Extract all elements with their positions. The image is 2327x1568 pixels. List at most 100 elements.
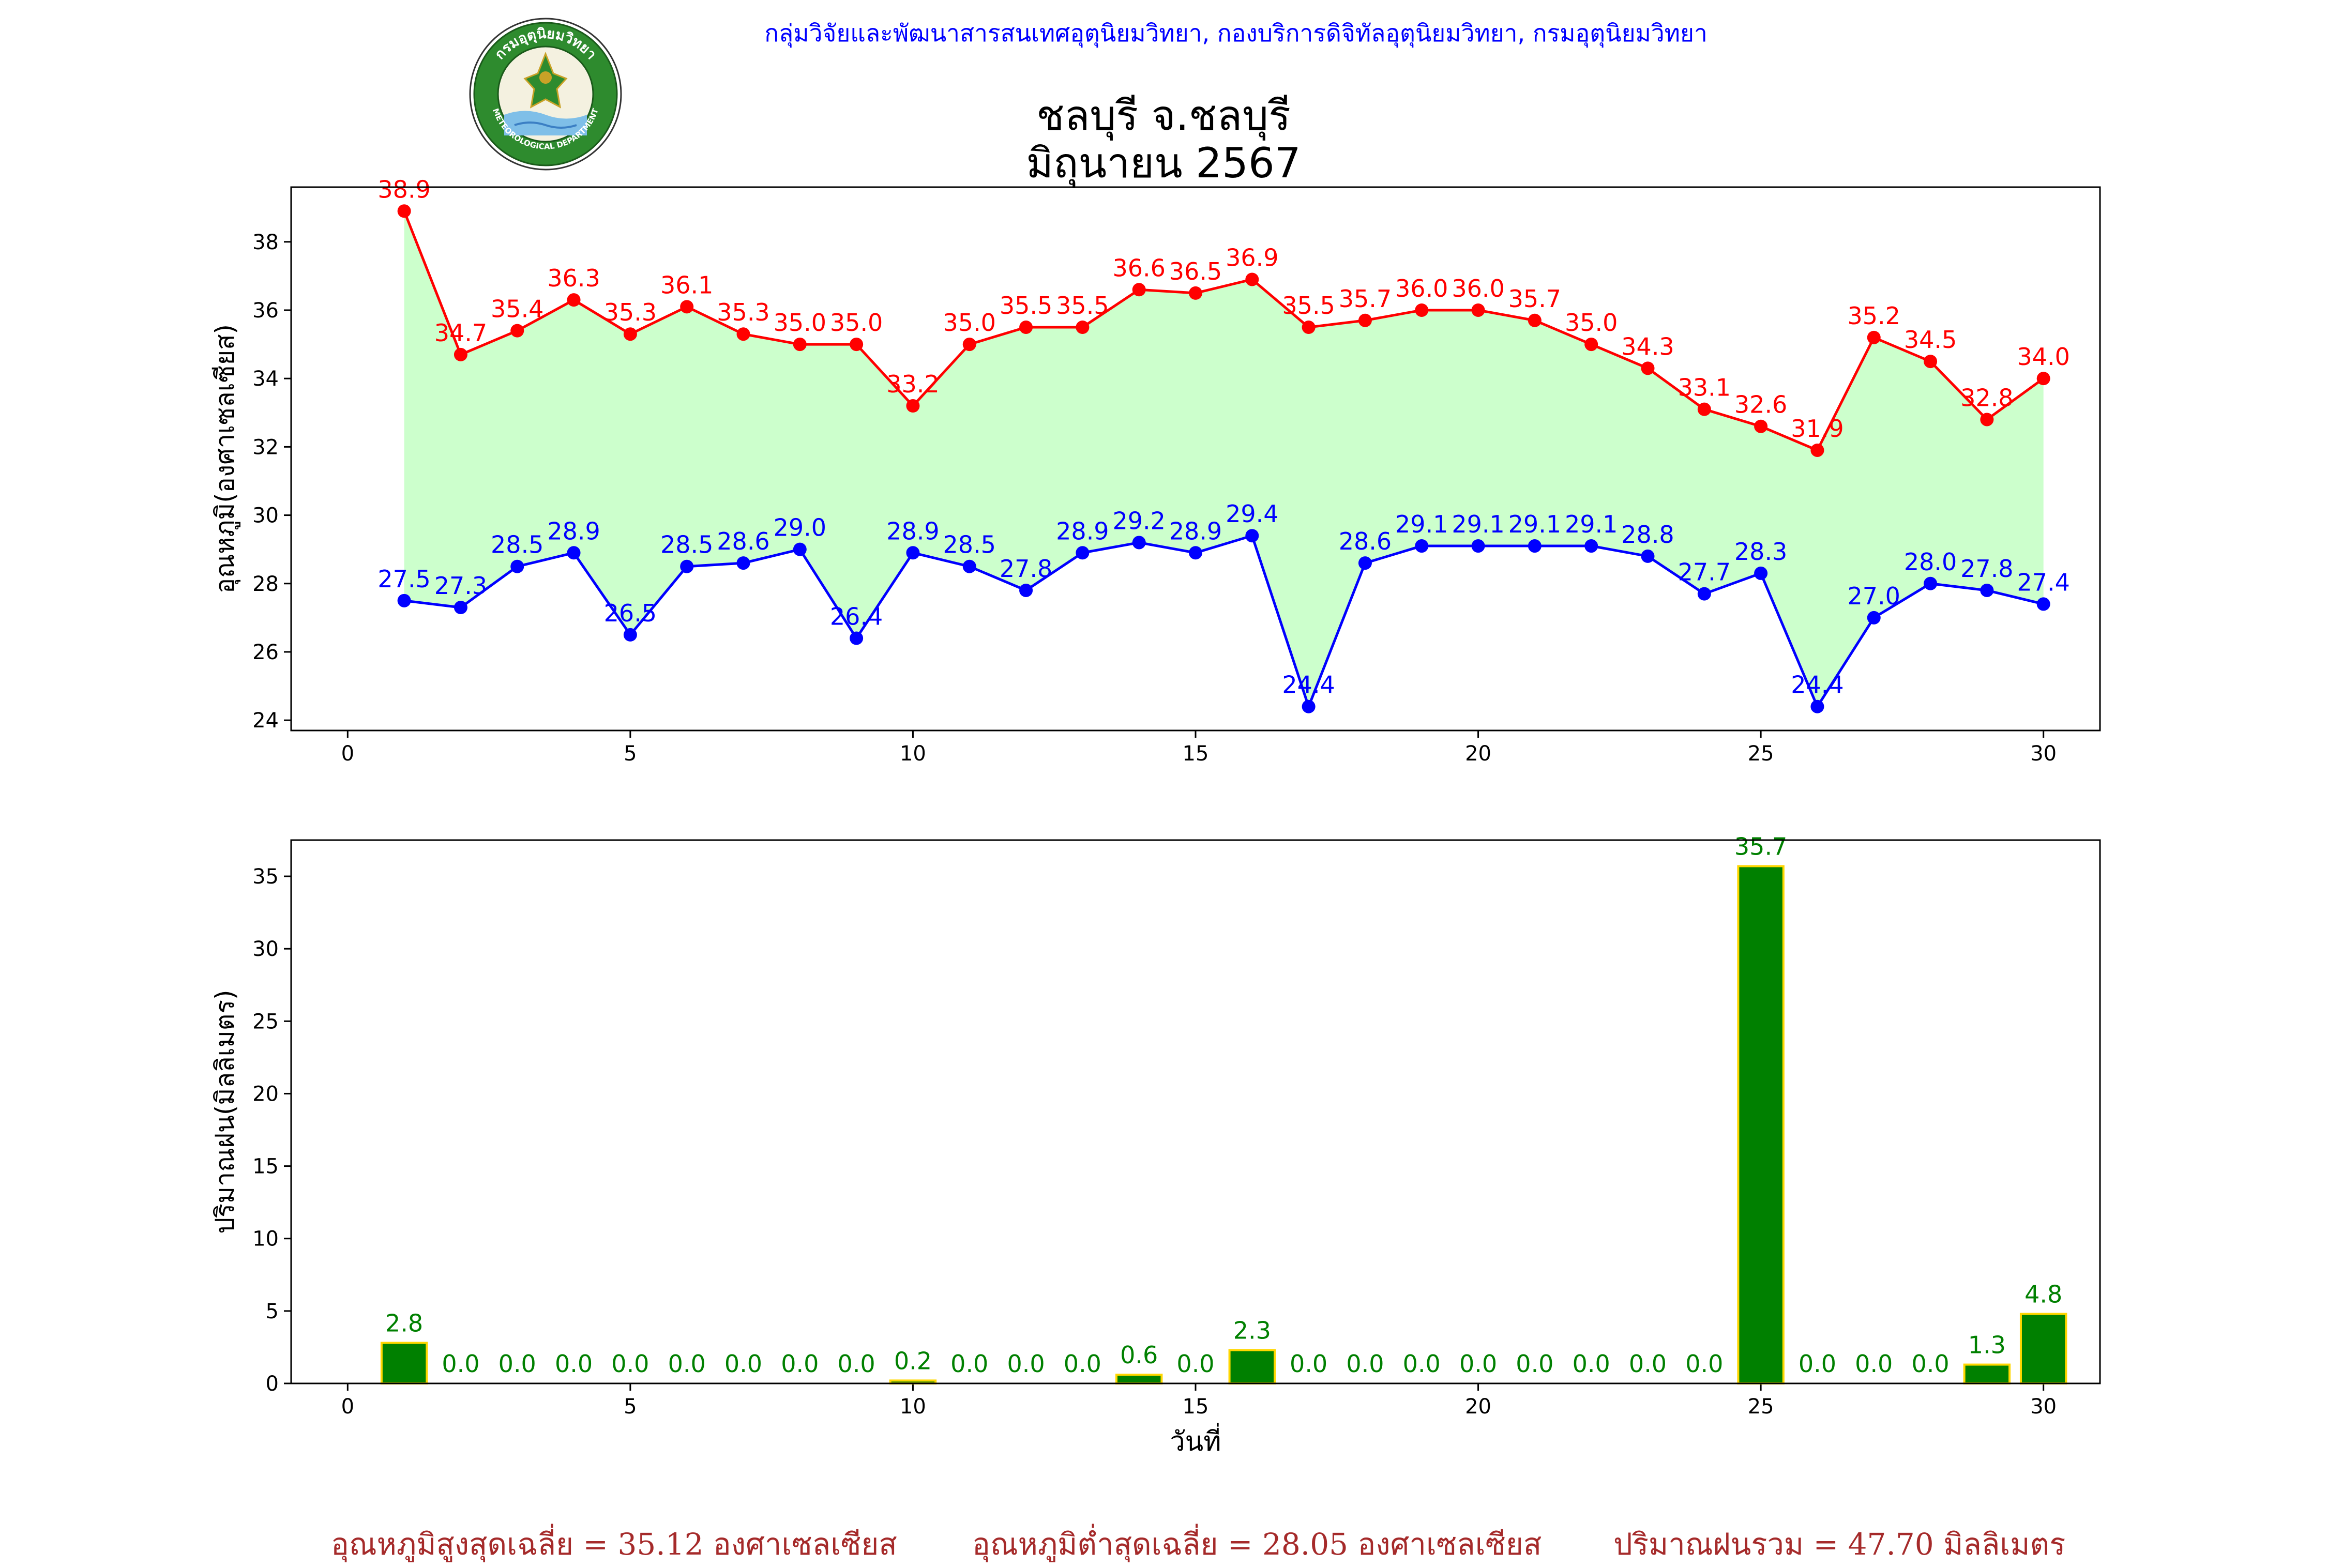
max-temperature-value-label: 34.7 — [434, 319, 487, 347]
max-temperature-point — [1471, 303, 1485, 317]
rainfall-y-tick-label: 30 — [252, 937, 279, 961]
max-temperature-value-label: 34.3 — [1621, 332, 1674, 360]
rainfall-value-label: 1.3 — [1968, 1331, 2006, 1359]
max-temperature-value-label: 32.8 — [1960, 384, 2013, 412]
temperature-y-tick-label: 24 — [252, 709, 279, 733]
max-temperature-value-label: 33.1 — [1678, 374, 1731, 402]
min-temperature-point — [1924, 576, 1938, 590]
meteorological-department-logo: กรมอุตุนิยมวิทยา METEOROLOGICAL DEPARTME… — [469, 18, 622, 171]
max-temperature-point — [680, 300, 694, 314]
max-temperature-value-label: 34.0 — [2017, 343, 2069, 371]
min-temperature-point — [1358, 556, 1372, 570]
max-temperature-value-label: 35.5 — [1000, 292, 1052, 319]
max-temperature-point — [962, 338, 976, 352]
max-temperature-point — [1132, 283, 1146, 297]
min-temperature-value-label: 29.4 — [1226, 500, 1278, 528]
rainfall-value-label: 0.0 — [1290, 1350, 1327, 1378]
min-temperature-value-label: 26.5 — [604, 599, 657, 627]
min-temperature-value-label: 27.5 — [377, 565, 430, 593]
max-temperature-point — [1924, 355, 1938, 369]
min-temperature-point — [1245, 529, 1259, 543]
rainfall-value-label: 0.0 — [1573, 1350, 1610, 1378]
min-temperature-point — [454, 601, 467, 615]
rainfall-value-label: 0.0 — [1685, 1350, 1723, 1378]
min-temperature-line — [404, 534, 2044, 711]
summary-avg-min: อุณหภูมิต่ำสุดเฉลี่ย = 28.05 องศาเซลเซีย… — [972, 1527, 1542, 1562]
rainfall-value-label: 0.0 — [442, 1350, 479, 1378]
min-temperature-point — [2036, 597, 2050, 611]
max-temperature-value-label: 36.9 — [1226, 243, 1278, 271]
min-temperature-point — [1980, 583, 1994, 597]
chart-title-period: มิถุนายน 2567 — [1026, 139, 1301, 187]
min-temperature-point — [1867, 611, 1881, 625]
max-temperature-point — [1528, 313, 1542, 327]
min-temperature-point — [1415, 539, 1429, 553]
temperature-x-tick-label: 10 — [900, 742, 926, 766]
rainfall-bar — [380, 1342, 428, 1385]
max-temperature-value-label: 36.0 — [1395, 275, 1448, 302]
organization-header: กลุ่มวิจัยและพัฒนาสารสนเทศอุตุนิยมวิทยา,… — [0, 14, 2327, 52]
max-temperature-value-label: 35.0 — [1565, 309, 1618, 337]
temperature-x-tick-label: 20 — [1465, 742, 1491, 766]
min-temperature-value-label: 28.9 — [886, 517, 939, 545]
max-temperature-value-label: 35.3 — [717, 298, 769, 326]
max-temperature-point — [1189, 286, 1202, 300]
max-temperature-value-label: 35.3 — [604, 298, 657, 326]
rainfall-x-tick-label: 0 — [341, 1395, 354, 1419]
rainfall-value-label: 0.0 — [1516, 1350, 1553, 1378]
rainfall-value-label: 0.0 — [668, 1350, 706, 1378]
min-temperature-value-label: 29.1 — [1452, 510, 1504, 538]
organization-text: กลุ่มวิจัยและพัฒนาสารสนเทศอุตุนิยมวิทยา,… — [764, 19, 1708, 47]
min-temperature-point — [1076, 546, 1090, 560]
max-temperature-point — [454, 347, 467, 361]
min-temperature-point — [680, 559, 694, 573]
temperature-plot-frame — [290, 186, 2101, 732]
rainfall-y-tick-label: 25 — [252, 1010, 279, 1033]
rainfall-value-label: 0.0 — [555, 1350, 593, 1378]
min-temperature-value-label: 28.9 — [1169, 517, 1222, 545]
max-temperature-value-label: 36.0 — [1452, 275, 1504, 302]
rainfall-y-tick-label: 5 — [266, 1300, 279, 1323]
rainfall-value-label: 0.0 — [498, 1350, 536, 1378]
min-temperature-value-label: 28.9 — [547, 517, 600, 545]
max-temperature-line — [403, 210, 2045, 452]
max-temperature-point — [510, 324, 524, 338]
max-temperature-point — [1019, 321, 1033, 334]
max-temperature-point — [1076, 321, 1090, 334]
rainfall-value-label: 0.0 — [950, 1350, 988, 1378]
max-temperature-point — [1302, 321, 1316, 334]
max-temperature-point — [1980, 413, 1994, 427]
rainfall-value-label: 0.0 — [1911, 1350, 1949, 1378]
max-temperature-point — [1584, 338, 1598, 352]
min-temperature-point — [1754, 566, 1768, 580]
rainfall-plot-frame — [290, 839, 2101, 1384]
max-temperature-value-label: 36.6 — [1112, 254, 1165, 282]
min-temperature-value-label: 27.4 — [2017, 568, 2069, 596]
max-temperature-value-label: 34.5 — [1904, 326, 1957, 354]
min-temperature-point — [623, 628, 637, 642]
rainfall-value-label: 0.0 — [1629, 1350, 1667, 1378]
min-temperature-value-label: 28.3 — [1734, 538, 1787, 566]
summary-avg-max: อุณหภูมิสูงสุดเฉลี่ย = 35.12 องศาเซลเซีย… — [331, 1527, 897, 1562]
temperature-y-tick-label: 28 — [252, 572, 279, 596]
rainfall-value-label: 2.8 — [385, 1310, 423, 1337]
max-temperature-value-label: 36.1 — [660, 271, 713, 299]
min-temperature-point — [567, 546, 581, 560]
max-temperature-value-label: 32.6 — [1734, 391, 1787, 419]
rainfall-value-label: 0.0 — [1064, 1350, 1101, 1378]
max-temperature-value-label: 35.7 — [1339, 285, 1392, 313]
min-temperature-value-label: 27.8 — [1960, 555, 2013, 583]
min-temperature-value-label: 29.0 — [774, 514, 826, 542]
rainfall-bar — [1737, 865, 1785, 1384]
min-temperature-point — [1471, 539, 1485, 553]
min-temperature-value-label: 29.2 — [1112, 507, 1165, 535]
max-temperature-point — [623, 327, 637, 341]
min-temperature-value-label: 29.1 — [1395, 510, 1448, 538]
rainfall-value-label: 0.0 — [1007, 1350, 1045, 1378]
rainfall-value-label: 0.0 — [1346, 1350, 1384, 1378]
min-temperature-value-label: 27.3 — [434, 572, 487, 600]
rainfall-value-label: 35.7 — [1734, 832, 1787, 860]
rainfall-value-label: 0.0 — [781, 1350, 819, 1378]
temperature-x-tick-label: 25 — [1748, 742, 1774, 766]
